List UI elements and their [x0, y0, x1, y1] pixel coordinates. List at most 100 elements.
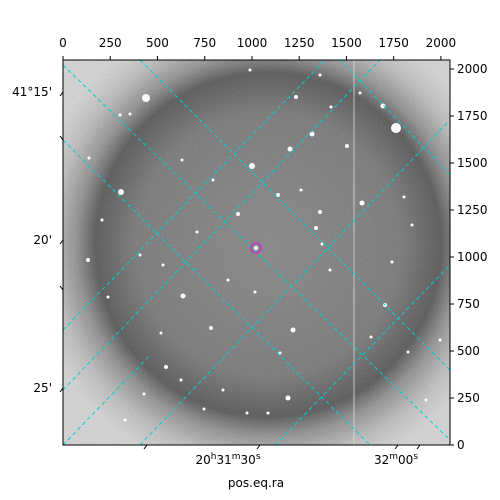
star: [142, 94, 150, 102]
star: [195, 230, 199, 234]
dec-tick: [59, 387, 64, 393]
star: [245, 411, 249, 415]
top-tick-label: 750: [193, 36, 216, 50]
top-tick-label: 250: [99, 36, 122, 50]
grid-line: [63, 60, 381, 391]
ra-tick: [416, 444, 421, 450]
top-pixel-axis: 0 250 500 750 1000 1250 1500 1750 2000: [59, 36, 456, 60]
star: [345, 144, 349, 148]
dec-tick-label: 20': [33, 233, 52, 247]
star: [202, 407, 206, 411]
grid-line: [63, 139, 371, 445]
dec-tick: [59, 239, 64, 245]
star: [359, 200, 365, 206]
dec-tick-label: 25': [33, 381, 52, 395]
star: [209, 326, 213, 330]
right-tick-label: 750: [457, 297, 480, 311]
right-pixel-axis: 0 250 500 750 1000 1250 1500 1750 2000: [450, 62, 488, 452]
star: [320, 242, 324, 246]
dec-tick: [59, 91, 64, 97]
sky-image: [63, 60, 450, 445]
top-tick-label: 1500: [331, 36, 362, 50]
top-tick-label: 500: [146, 36, 169, 50]
star: [438, 338, 442, 342]
ra-tick-label: 20h31m30s: [195, 452, 260, 467]
x-axis-title: pos.eq.ra: [228, 476, 284, 490]
grid-line: [139, 119, 450, 445]
star: [100, 218, 104, 222]
star: [159, 331, 163, 335]
star: [290, 327, 296, 333]
right-tick-label: 0: [457, 438, 465, 452]
bottom-ra-axis: 20h31m30s 32m00s: [143, 444, 421, 467]
star: [380, 103, 386, 109]
grid-line: [339, 60, 450, 176]
ra-tick-label: 32m00s: [374, 452, 418, 467]
top-tick-label: 1000: [237, 36, 268, 50]
star: [294, 95, 298, 99]
star: [123, 418, 127, 422]
star: [86, 258, 90, 262]
star: [164, 365, 168, 369]
star: [266, 411, 270, 415]
star: [138, 253, 142, 257]
star: [87, 156, 91, 160]
star: [118, 113, 122, 117]
star: [285, 395, 291, 401]
star: [236, 212, 240, 216]
star-field: [86, 68, 442, 422]
star: [249, 163, 255, 169]
star: [180, 158, 184, 162]
top-tick-label: 1250: [284, 36, 315, 50]
star: [318, 210, 322, 214]
star: [142, 392, 146, 396]
star: [314, 226, 318, 230]
star: [226, 278, 230, 282]
right-tick-label: 1500: [457, 156, 488, 170]
top-tick-label: 1750: [378, 36, 409, 50]
star: [106, 295, 110, 299]
star: [253, 290, 257, 294]
right-tick-label: 250: [457, 391, 480, 405]
right-tick-label: 1750: [457, 109, 488, 123]
target-marker: [250, 242, 262, 254]
star: [329, 105, 333, 109]
star: [406, 350, 410, 354]
star: [161, 263, 165, 267]
star: [276, 193, 280, 197]
star: [287, 146, 293, 152]
left-dec-axis: 41°15' 20' 25': [12, 85, 64, 395]
top-tick-label: 2000: [426, 36, 457, 50]
star: [221, 388, 225, 392]
star: [128, 112, 132, 116]
marker-center: [254, 246, 258, 250]
star: [248, 68, 252, 72]
star: [180, 293, 186, 299]
star: [179, 378, 183, 382]
top-tick-label: 0: [59, 36, 67, 50]
ra-tick: [256, 444, 261, 450]
star: [278, 351, 282, 355]
star: [211, 178, 215, 182]
ra-tick: [394, 444, 399, 450]
star: [391, 123, 401, 133]
plot-frame: [62, 59, 451, 446]
star: [118, 189, 124, 195]
marker-circle: [250, 242, 262, 254]
star: [402, 195, 406, 199]
right-tick-label: 2000: [457, 62, 488, 76]
dec-minor-tick: [59, 285, 64, 291]
star: [358, 91, 362, 95]
star: [299, 188, 303, 192]
dec-minor-tick: [59, 135, 64, 141]
dec-tick-label: 41°15': [12, 85, 52, 99]
star: [410, 223, 414, 227]
right-tick-label: 500: [457, 344, 480, 358]
star: [328, 268, 332, 272]
ra-tick: [143, 444, 148, 450]
right-tick-label: 1250: [457, 203, 488, 217]
right-tick-label: 1000: [457, 250, 488, 264]
star: [369, 335, 373, 339]
star: [390, 260, 394, 264]
